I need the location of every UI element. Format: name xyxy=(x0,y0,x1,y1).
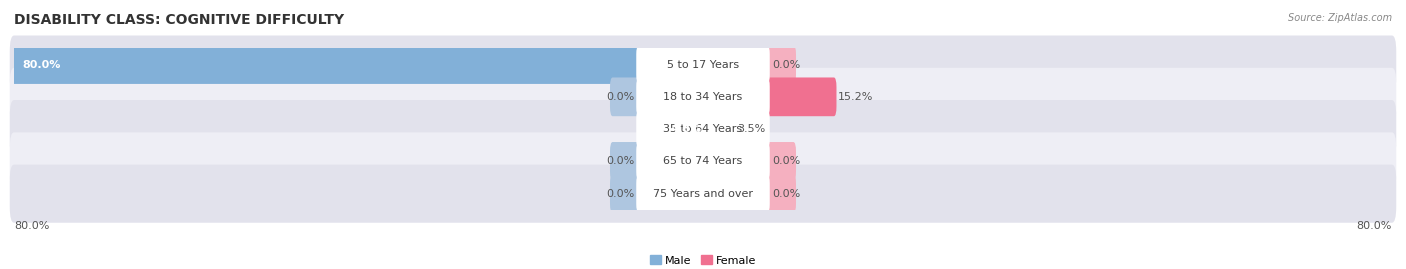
FancyBboxPatch shape xyxy=(700,110,735,148)
FancyBboxPatch shape xyxy=(637,79,769,115)
FancyBboxPatch shape xyxy=(610,77,641,116)
Text: 0.0%: 0.0% xyxy=(772,189,800,199)
Text: Source: ZipAtlas.com: Source: ZipAtlas.com xyxy=(1288,13,1392,23)
FancyBboxPatch shape xyxy=(637,175,769,212)
Text: 80.0%: 80.0% xyxy=(1357,221,1392,231)
Text: 0.0%: 0.0% xyxy=(606,156,634,167)
Text: 3.5%: 3.5% xyxy=(738,124,766,134)
Text: 35 to 64 Years: 35 to 64 Years xyxy=(664,124,742,134)
FancyBboxPatch shape xyxy=(765,45,796,84)
FancyBboxPatch shape xyxy=(765,174,796,213)
Legend: Male, Female: Male, Female xyxy=(650,255,756,266)
FancyBboxPatch shape xyxy=(637,111,769,147)
Text: 18 to 34 Years: 18 to 34 Years xyxy=(664,92,742,102)
FancyBboxPatch shape xyxy=(637,46,769,83)
FancyBboxPatch shape xyxy=(610,174,641,213)
FancyBboxPatch shape xyxy=(10,132,1396,190)
FancyBboxPatch shape xyxy=(700,77,837,116)
Text: 4.8%: 4.8% xyxy=(671,124,702,134)
FancyBboxPatch shape xyxy=(10,100,1396,158)
Text: 80.0%: 80.0% xyxy=(14,221,49,231)
FancyBboxPatch shape xyxy=(10,165,1396,223)
FancyBboxPatch shape xyxy=(11,45,706,84)
FancyBboxPatch shape xyxy=(610,142,641,181)
FancyBboxPatch shape xyxy=(10,36,1396,94)
Text: DISABILITY CLASS: COGNITIVE DIFFICULTY: DISABILITY CLASS: COGNITIVE DIFFICULTY xyxy=(14,13,344,27)
Text: 65 to 74 Years: 65 to 74 Years xyxy=(664,156,742,167)
FancyBboxPatch shape xyxy=(659,110,706,148)
Text: 0.0%: 0.0% xyxy=(606,92,634,102)
FancyBboxPatch shape xyxy=(637,143,769,180)
Text: 75 Years and over: 75 Years and over xyxy=(652,189,754,199)
Text: 0.0%: 0.0% xyxy=(772,59,800,70)
Text: 0.0%: 0.0% xyxy=(772,156,800,167)
Text: 5 to 17 Years: 5 to 17 Years xyxy=(666,59,740,70)
Text: 15.2%: 15.2% xyxy=(838,92,873,102)
FancyBboxPatch shape xyxy=(10,68,1396,126)
Text: 80.0%: 80.0% xyxy=(22,59,60,70)
FancyBboxPatch shape xyxy=(765,142,796,181)
Text: 0.0%: 0.0% xyxy=(606,189,634,199)
